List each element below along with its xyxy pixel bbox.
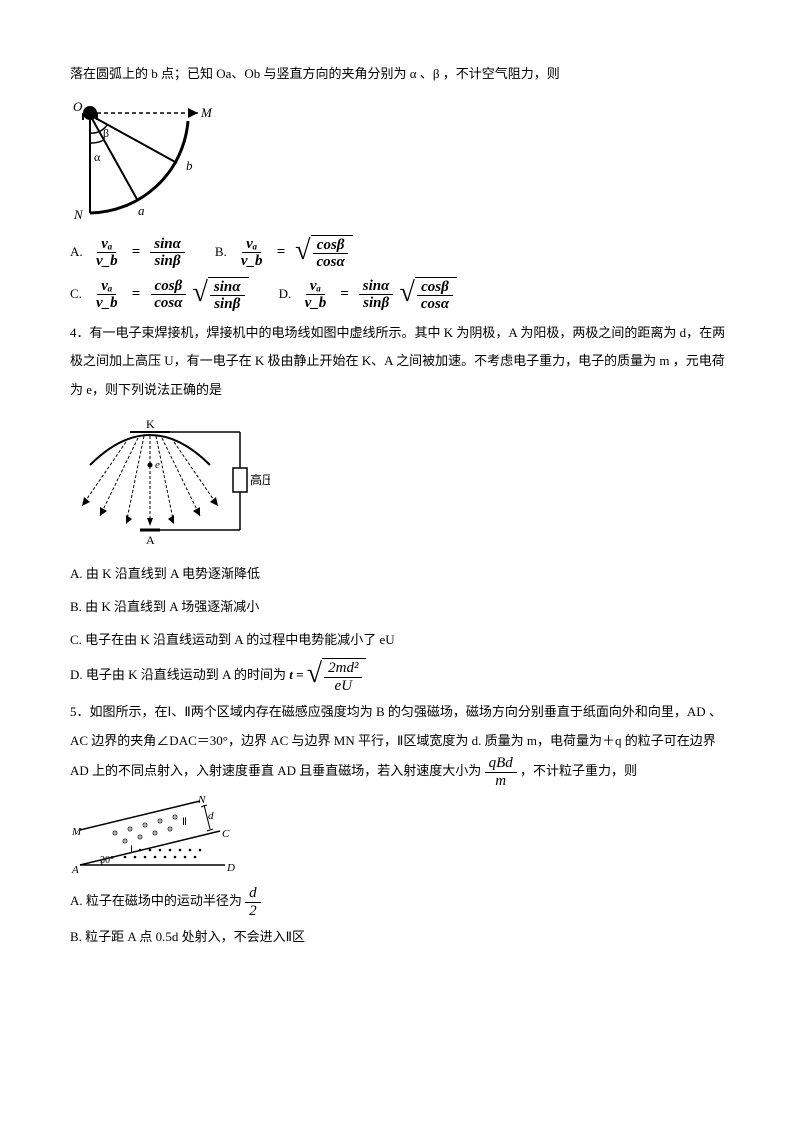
q3-intro: 落在圆弧上的 b 点；已知 Oa、Ob 与竖直方向的夹角分别为 α 、β ，不计… [70,60,730,89]
label-a: a [138,203,145,218]
q4-text: 4．有一电子束焊接机，焊接机中的电场线如图中虚线所示。其中 K 为阴极，A 为阳… [70,319,730,405]
q4-option-A: A. 由 K 沿直线到 A 电势逐渐降低 [70,560,730,589]
q3-options-row2: C. vₐv_b = cosβcosα √ sinαsinβ D. vₐv_b … [70,277,730,313]
q5-figure: M N A C D d 30° Ⅱ Ⅰ [70,795,730,875]
q3-option-C: C. vₐv_b = cosβcosα √ sinαsinβ [70,277,249,313]
q4-figure: K A e 高压 [70,410,730,550]
q3-option-B: B. vₐv_b = √ cosβcosα [215,235,353,271]
label-b: b [186,158,193,173]
label-M: M [200,105,213,120]
label-beta: β [103,126,109,140]
label-D5: D [226,862,235,874]
label-hv: 高压 [250,472,270,487]
q3-options-row1: A. vₐv_b = sinαsinβ B. vₐv_b = √ cosβcos… [70,235,730,271]
label-d5: d [208,810,214,822]
q3-option-A: A. vₐv_b = sinαsinβ [70,236,185,270]
q3-figure: O M N a b α β [70,95,730,225]
q4-option-C: C. 电子在由 K 沿直线运动到 A 的过程中电势能减小了 eU [70,626,730,655]
q4-option-B: B. 由 K 沿直线到 A 场强逐渐减小 [70,593,730,622]
label-I: Ⅰ [130,845,133,856]
label-II: Ⅱ [182,817,187,828]
q5-options: A. 粒子在磁场中的运动半径为 d2 B. 粒子距 A 点 0.5d 处射入，不… [70,885,730,952]
label-O: O [73,99,83,114]
label-A: A [146,533,155,547]
q5-text: 5．如图所示，在Ⅰ、Ⅱ两个区域内存在磁感应强度均为 B 的匀强磁场，磁场方向分别… [70,698,730,789]
label-N5: N [197,795,206,806]
label-e: e [155,459,160,471]
label-alpha: α [94,150,101,164]
q5-option-A: A. 粒子在磁场中的运动半径为 d2 [70,885,730,919]
label-C5: C [222,828,230,840]
q4-option-D: D. 电子由 K 沿直线运动到 A 的时间为 t = √ 2md²eU [70,658,730,694]
q3-option-D: D. vₐv_b = sinαsinβ √ cosβcosα [279,277,458,313]
q4-options: A. 由 K 沿直线到 A 电势逐渐降低 B. 由 K 沿直线到 A 场强逐渐减… [70,560,730,694]
q5-option-B: B. 粒子距 A 点 0.5d 处射入，不会进入Ⅱ区 [70,923,730,952]
label-K: K [146,417,155,431]
label-M5: M [71,826,82,838]
label-N: N [73,207,84,222]
label-A5: A [71,864,79,875]
